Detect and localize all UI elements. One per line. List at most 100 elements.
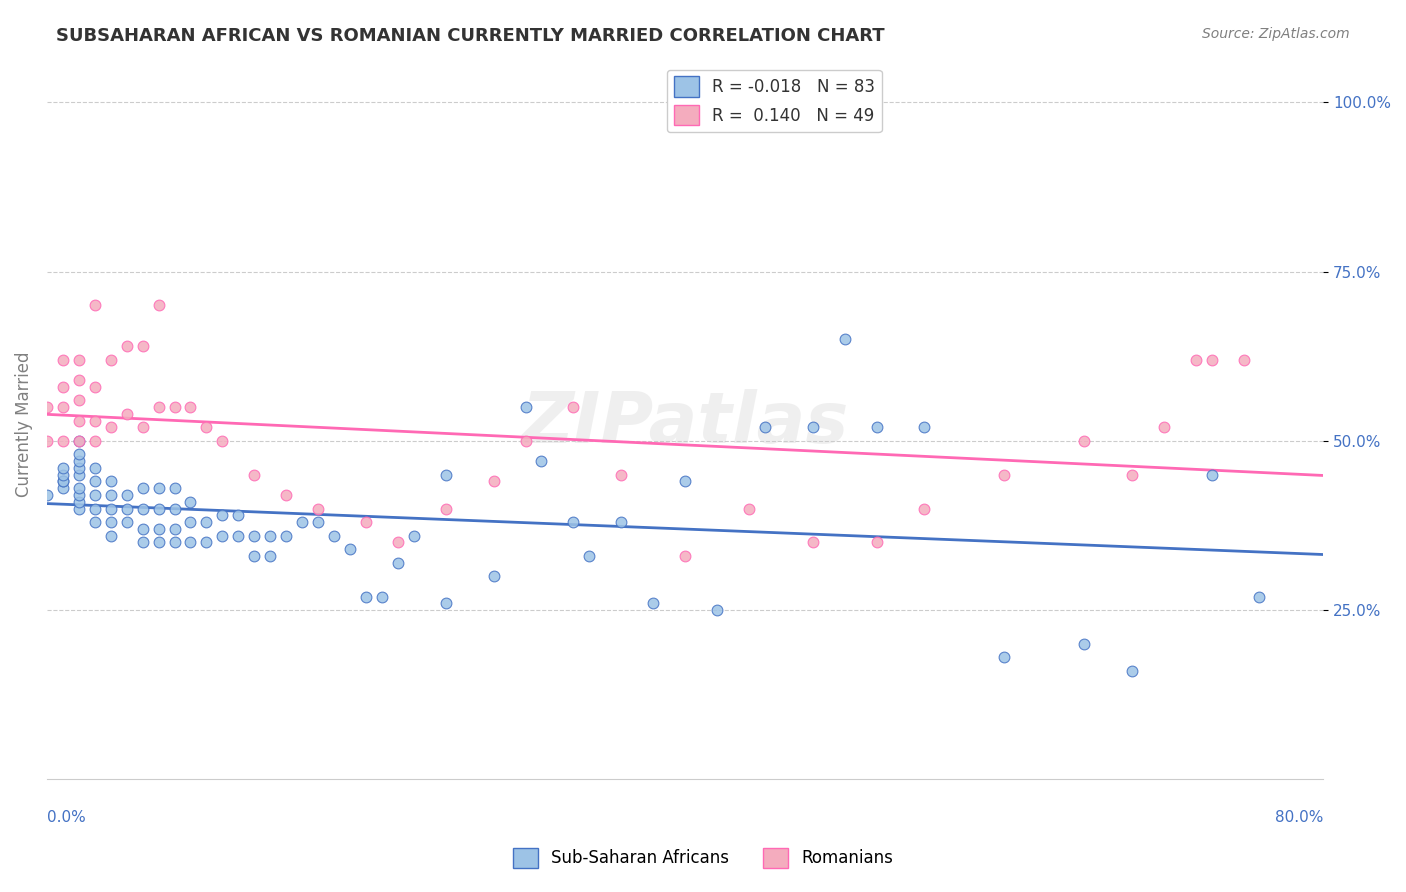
Point — [67, 454, 90, 468]
Point — [148, 535, 170, 549]
Point — [179, 400, 201, 414]
Point — [148, 522, 170, 536]
Point — [706, 603, 728, 617]
Legend: Sub-Saharan Africans, Romanians: Sub-Saharan Africans, Romanians — [506, 841, 900, 875]
Point — [83, 413, 105, 427]
Point — [243, 528, 266, 542]
Point — [211, 434, 233, 448]
Point — [754, 420, 776, 434]
Point — [163, 501, 186, 516]
Point — [276, 488, 298, 502]
Point — [35, 400, 58, 414]
Point — [100, 352, 122, 367]
Legend: R = -0.018   N = 83, R =  0.140   N = 49: R = -0.018 N = 83, R = 0.140 N = 49 — [666, 70, 882, 132]
Point — [148, 298, 170, 312]
Point — [67, 494, 90, 508]
Point — [83, 515, 105, 529]
Point — [610, 467, 633, 482]
Point — [163, 481, 186, 495]
Point — [228, 528, 250, 542]
Point — [259, 549, 281, 563]
Point — [1201, 352, 1223, 367]
Point — [993, 467, 1015, 482]
Point — [67, 447, 90, 461]
Point — [35, 488, 58, 502]
Point — [52, 481, 75, 495]
Point — [131, 339, 153, 353]
Point — [482, 569, 505, 583]
Point — [1073, 434, 1095, 448]
Point — [339, 542, 361, 557]
Point — [100, 501, 122, 516]
Point — [131, 481, 153, 495]
Point — [834, 332, 856, 346]
Point — [354, 515, 377, 529]
Point — [643, 596, 665, 610]
Point — [738, 501, 761, 516]
Point — [307, 501, 329, 516]
Point — [131, 420, 153, 434]
Point — [482, 475, 505, 489]
Point — [307, 515, 329, 529]
Point — [83, 379, 105, 393]
Point — [578, 549, 600, 563]
Point — [83, 298, 105, 312]
Point — [1201, 467, 1223, 482]
Point — [115, 339, 138, 353]
Point — [402, 528, 425, 542]
Point — [83, 434, 105, 448]
Point — [1073, 637, 1095, 651]
Point — [276, 528, 298, 542]
Point — [179, 515, 201, 529]
Point — [211, 528, 233, 542]
Point — [259, 528, 281, 542]
Point — [131, 522, 153, 536]
Point — [83, 488, 105, 502]
Point — [1232, 352, 1254, 367]
Point — [52, 434, 75, 448]
Point — [83, 475, 105, 489]
Point — [291, 515, 314, 529]
Point — [562, 400, 585, 414]
Text: ZIPatlas: ZIPatlas — [522, 390, 849, 458]
Point — [562, 515, 585, 529]
Point — [179, 535, 201, 549]
Point — [1121, 664, 1143, 678]
Point — [195, 535, 218, 549]
Point — [100, 488, 122, 502]
Point — [195, 515, 218, 529]
Point — [434, 501, 457, 516]
Point — [801, 535, 824, 549]
Point — [434, 596, 457, 610]
Point — [100, 420, 122, 434]
Point — [434, 467, 457, 482]
Point — [115, 407, 138, 421]
Point — [67, 413, 90, 427]
Point — [371, 590, 394, 604]
Point — [610, 515, 633, 529]
Point — [67, 467, 90, 482]
Point — [228, 508, 250, 523]
Y-axis label: Currently Married: Currently Married — [15, 351, 32, 497]
Point — [243, 467, 266, 482]
Point — [387, 535, 409, 549]
Point — [1184, 352, 1206, 367]
Point — [115, 488, 138, 502]
Point — [323, 528, 346, 542]
Point — [912, 501, 935, 516]
Point — [35, 434, 58, 448]
Point — [912, 420, 935, 434]
Point — [52, 400, 75, 414]
Point — [865, 420, 887, 434]
Point — [243, 549, 266, 563]
Point — [530, 454, 553, 468]
Point — [179, 494, 201, 508]
Point — [148, 400, 170, 414]
Point — [67, 481, 90, 495]
Point — [148, 501, 170, 516]
Point — [100, 528, 122, 542]
Point — [163, 400, 186, 414]
Point — [115, 501, 138, 516]
Point — [67, 434, 90, 448]
Point — [83, 501, 105, 516]
